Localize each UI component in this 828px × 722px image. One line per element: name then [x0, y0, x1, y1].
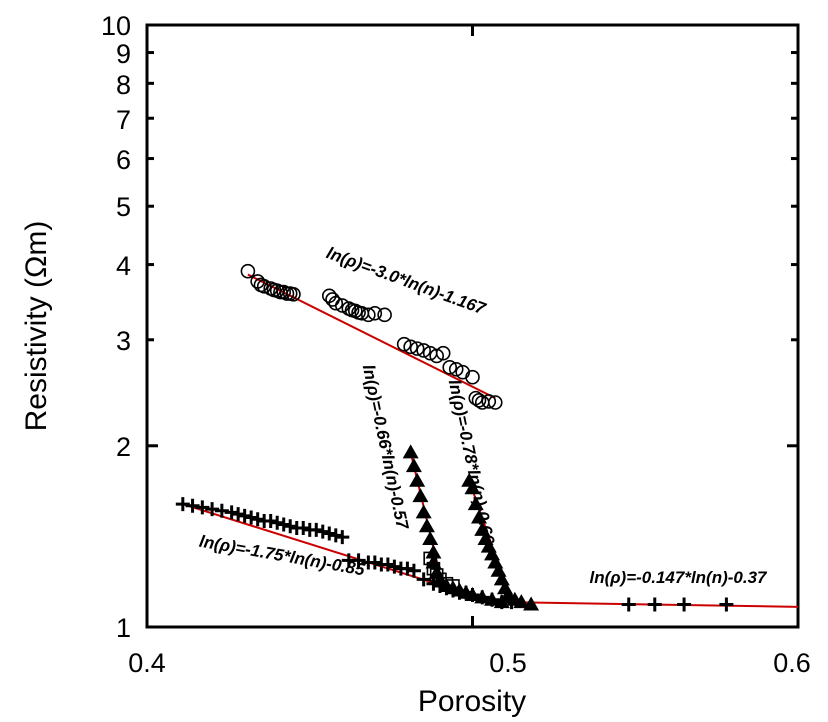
triangle-point: [493, 594, 510, 609]
triangle-point: [523, 596, 540, 611]
plus-point: [205, 502, 220, 517]
triangle-point: [402, 444, 419, 459]
circle-point: [448, 361, 464, 377]
x-tick-label-0-6: 0.6: [773, 648, 811, 678]
circle-point: [286, 286, 301, 302]
axis-ticks: [145, 23, 800, 629]
plus-point: [276, 517, 291, 532]
plus-point: [224, 505, 239, 520]
plus-point: [647, 597, 662, 612]
square-point: [446, 579, 460, 593]
circle-point: [429, 348, 444, 364]
circle-point: [240, 263, 256, 279]
plus-point: [328, 528, 343, 543]
y-tick-label-8: 8: [116, 70, 131, 100]
circle-point: [325, 292, 340, 307]
equation-label-tail: ln(ρ)=-0.147*ln(n)-0.37: [589, 568, 768, 587]
circle-point: [396, 336, 412, 352]
x-tick-label-0-5: 0.5: [489, 648, 527, 678]
plus-point: [237, 508, 252, 523]
circle-point: [403, 339, 418, 355]
plus-point: [309, 522, 324, 537]
y-tick-label-7: 7: [116, 105, 131, 135]
circle-point: [328, 295, 344, 311]
plus-point: [283, 519, 298, 534]
plus-point: [719, 597, 734, 612]
circle-point: [465, 369, 480, 385]
triangle-point: [418, 518, 435, 533]
data-points: [175, 263, 734, 612]
plus-point: [270, 515, 285, 530]
plus-point: [380, 557, 395, 572]
x-axis-title: Porosity: [418, 685, 526, 718]
plus-point: [263, 513, 278, 528]
circle-point: [256, 279, 272, 294]
triangle-point: [474, 589, 491, 604]
x-tick-label-0-4: 0.4: [128, 648, 166, 678]
triangle-point: [415, 504, 432, 519]
y-tick-label-2: 2: [116, 432, 131, 462]
circle-point: [442, 360, 458, 375]
triangle-point: [425, 544, 442, 559]
square-point: [429, 568, 444, 582]
plus-point: [351, 553, 366, 568]
plus-point: [387, 559, 402, 574]
circle-point: [481, 394, 497, 409]
y-tick-label-10: 10: [101, 11, 131, 41]
plus-point: [231, 507, 246, 522]
y-tick-label-9: 9: [116, 39, 131, 69]
plus-point: [244, 510, 259, 525]
circle-point: [367, 305, 383, 321]
plus-point: [677, 597, 692, 612]
triangle-point: [464, 587, 481, 602]
plus-point: [250, 512, 265, 527]
equation-label-left-triangles: ln(ρ)=-0.66*ln(n)-0.57: [359, 363, 413, 532]
square-point: [423, 551, 437, 566]
y-tick-label-1: 1: [116, 613, 131, 643]
y-tick-label-6: 6: [116, 145, 131, 175]
plus-point: [400, 561, 415, 576]
triangle-point: [471, 509, 488, 524]
plus-point: [406, 563, 421, 578]
plus-point: [322, 526, 337, 541]
circle-point: [334, 298, 350, 313]
plus-point: [296, 521, 311, 536]
plot-frame: [145, 23, 800, 629]
circle-point: [471, 393, 487, 408]
circle-point: [409, 341, 425, 356]
y-tick-label-3: 3: [116, 326, 131, 356]
circle-point: [435, 345, 451, 361]
plus-point: [621, 597, 636, 612]
triangle-point: [405, 458, 422, 473]
plus-point: [195, 500, 210, 515]
y-tick-label-4: 4: [116, 251, 131, 281]
triangle-point: [467, 496, 484, 511]
triangle-point: [484, 591, 501, 606]
plus-point: [175, 497, 190, 512]
circle-point: [487, 395, 503, 410]
plus-point: [416, 572, 431, 587]
plus-point: [214, 503, 229, 518]
plus-point: [335, 530, 350, 545]
triangle-point: [513, 594, 530, 609]
plus-point: [185, 498, 200, 513]
triangle-point: [464, 480, 481, 495]
triangle-point: [422, 531, 439, 546]
triangle-point: [409, 472, 426, 487]
y-axis-title: Resistivity (Ωm): [20, 221, 53, 432]
y-tick-label-5: 5: [116, 192, 131, 222]
circle-point: [361, 307, 376, 323]
circle-point: [416, 343, 431, 358]
circle-point: [377, 307, 392, 323]
triangle-point: [412, 488, 429, 503]
plus-point: [367, 555, 382, 570]
plus-point: [315, 524, 330, 539]
